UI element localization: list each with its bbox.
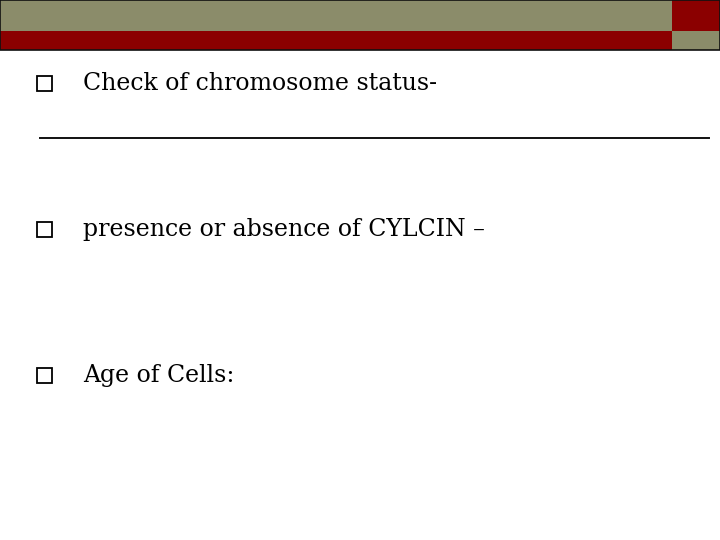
Bar — [37, 222, 52, 237]
Text: presence or absence of CYLCIN –: presence or absence of CYLCIN – — [83, 218, 485, 241]
Bar — [672, 31, 720, 50]
Text: Check of chromosome status-: Check of chromosome status- — [83, 72, 437, 95]
Bar — [672, 0, 720, 31]
Text: Age of Cells:: Age of Cells: — [83, 364, 234, 387]
Bar — [0, 0, 672, 31]
Bar — [0, 31, 720, 50]
Bar — [37, 76, 52, 91]
Bar — [0, 0, 720, 50]
Bar — [37, 368, 52, 383]
